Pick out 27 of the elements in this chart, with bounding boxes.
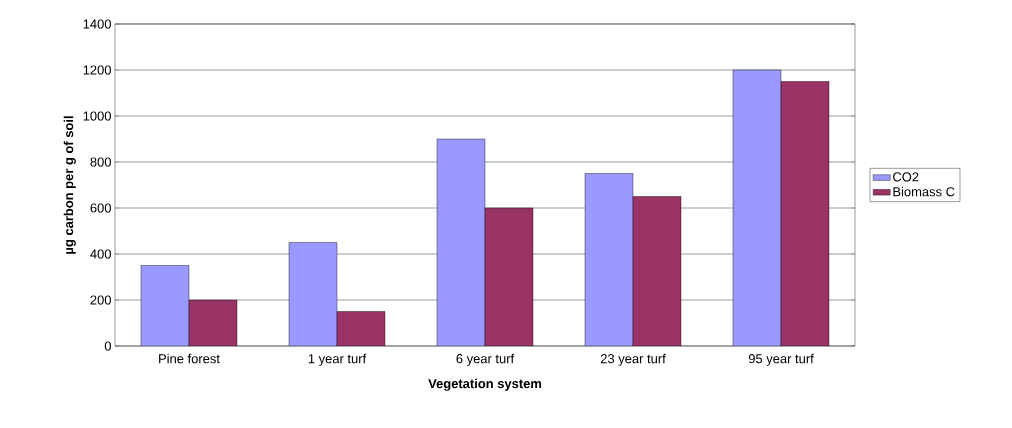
x-tick-label: 6 year turf bbox=[456, 353, 515, 366]
bar bbox=[288, 242, 338, 346]
legend-label: Biomass C bbox=[893, 186, 955, 197]
bar bbox=[336, 311, 386, 346]
bar bbox=[436, 138, 486, 346]
y-tick-label: 0 bbox=[104, 341, 111, 351]
y-tick-label: 400 bbox=[90, 249, 111, 259]
x-tick-label: 23 year turf bbox=[600, 353, 666, 366]
y-tick-label: 600 bbox=[90, 203, 111, 213]
y-tick-label: 1200 bbox=[83, 65, 111, 75]
bar bbox=[188, 299, 238, 346]
y-axis-title: µg carbon per g of soil bbox=[63, 116, 76, 254]
bar bbox=[584, 173, 634, 346]
bar bbox=[732, 69, 782, 346]
y-tick-label: 800 bbox=[90, 157, 111, 167]
x-tick-label: Pine forest bbox=[159, 353, 220, 364]
y-tick-label: 200 bbox=[90, 295, 111, 305]
bar bbox=[632, 196, 682, 346]
x-axis-title: Vegetation system bbox=[428, 378, 542, 391]
bar bbox=[140, 265, 190, 346]
legend-label: CO2 bbox=[893, 172, 919, 182]
y-tick-label: 1000 bbox=[83, 111, 111, 121]
bar bbox=[780, 81, 830, 346]
x-tick-label: 1 year turf bbox=[308, 353, 367, 366]
y-tick-label: 1400 bbox=[83, 19, 111, 29]
bar bbox=[484, 207, 534, 346]
x-tick-label: 95 year turf bbox=[748, 353, 814, 366]
